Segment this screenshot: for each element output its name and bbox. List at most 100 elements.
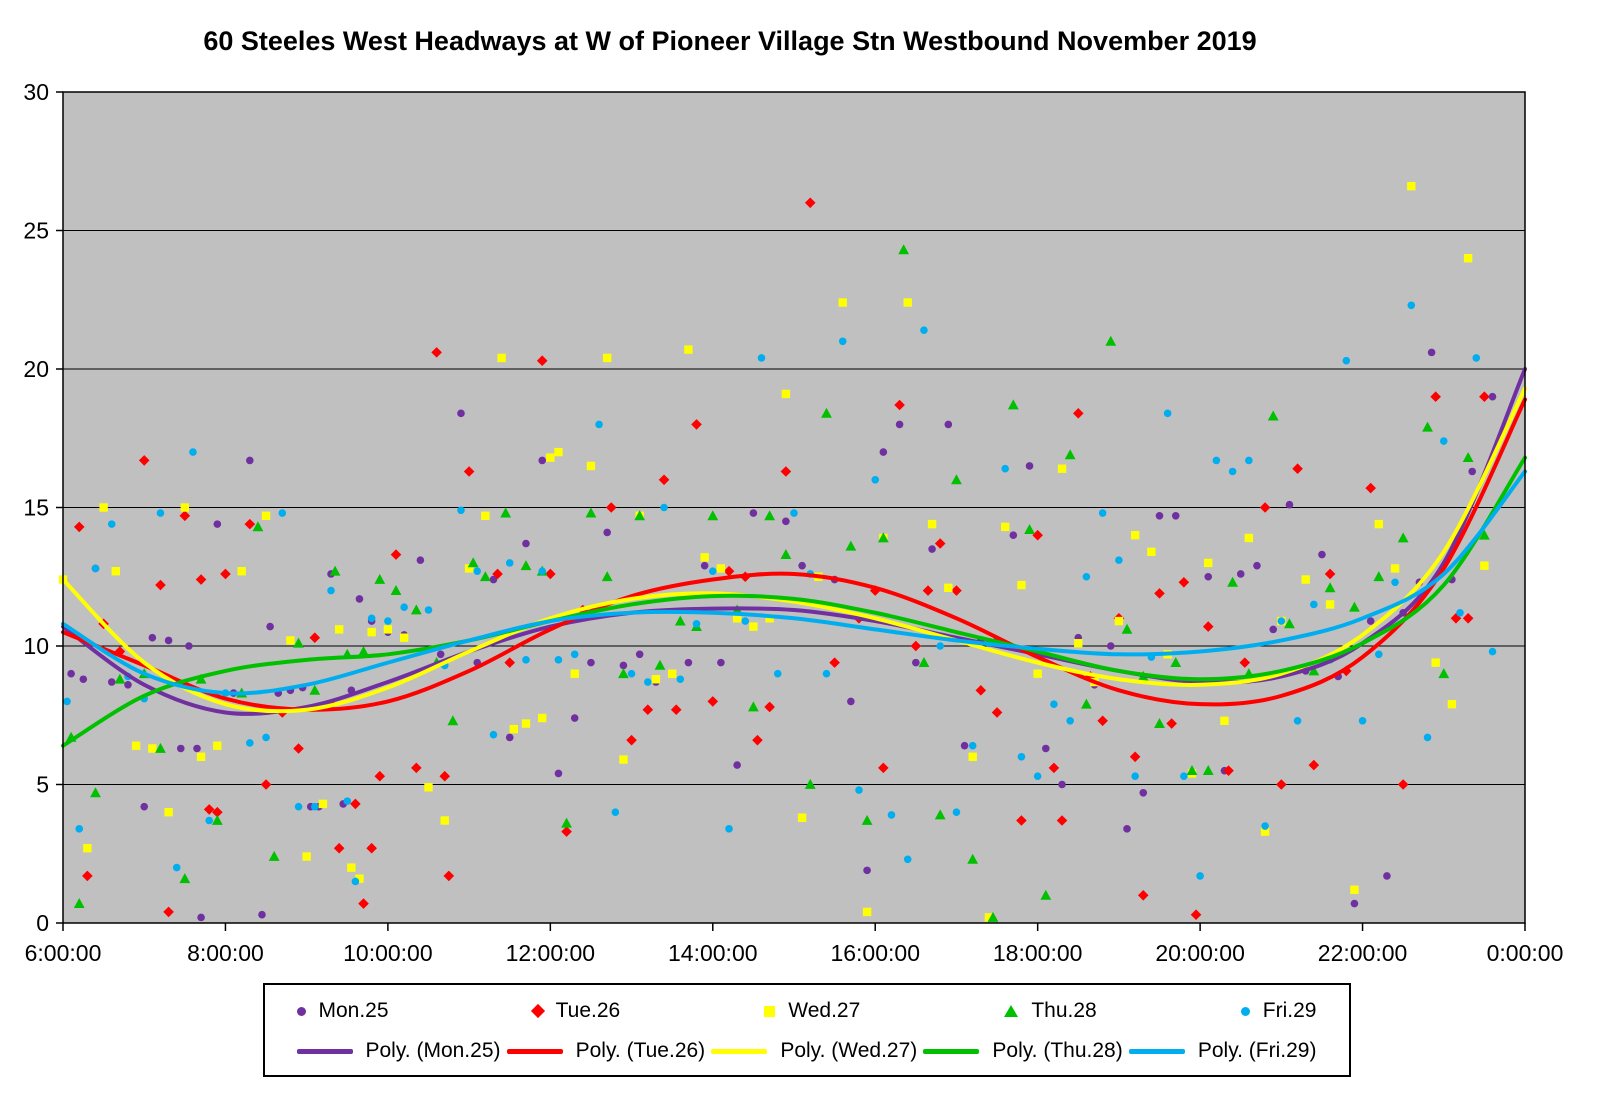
scatter-point — [782, 517, 790, 526]
legend-item-poly-thu28: Poly. (Thu.28) — [923, 1039, 1123, 1063]
scatter-point — [1204, 558, 1213, 568]
scatter-point — [894, 399, 905, 411]
scatter-point — [1456, 608, 1464, 617]
scatter-point — [546, 453, 555, 462]
scatter-point — [73, 898, 85, 909]
scatter-point — [1374, 519, 1383, 529]
scatter-point — [1438, 668, 1450, 679]
scatter-point — [309, 632, 321, 643]
scatter-point — [1375, 650, 1383, 659]
scatter-point — [716, 564, 726, 573]
scatter-point — [1220, 716, 1229, 725]
thu28-marker-icon — [1004, 1005, 1019, 1017]
scatter-point — [752, 734, 763, 746]
scatter-point — [266, 622, 274, 631]
scatter-point — [1001, 464, 1009, 473]
scatter-point — [67, 669, 75, 678]
scatter-point — [1115, 556, 1123, 564]
scatter-point — [1074, 639, 1083, 648]
scatter-point — [626, 734, 637, 746]
scatter-point — [355, 595, 364, 603]
scatter-point — [1397, 532, 1409, 543]
scatter-point — [196, 752, 206, 761]
scatter-point — [554, 656, 563, 664]
scatter-point — [172, 863, 181, 872]
scatter-point — [1431, 658, 1440, 667]
scatter-point — [1310, 600, 1318, 609]
scatter-point — [877, 532, 889, 543]
scatter-point — [570, 650, 579, 659]
scatter-point — [587, 658, 595, 667]
scatter-point — [1098, 509, 1107, 517]
scatter-point — [554, 447, 563, 457]
scatter-point — [1259, 502, 1271, 513]
series-points-fri29 — [63, 301, 1497, 886]
scatter-point — [1269, 625, 1278, 634]
scatter-point — [829, 657, 840, 668]
scatter-point — [1024, 524, 1035, 535]
series-points-wed27 — [58, 181, 1489, 922]
scatter-point — [1397, 779, 1409, 790]
scatter-point — [424, 606, 433, 614]
scatter-point — [261, 511, 271, 521]
scatter-point — [99, 503, 108, 512]
scatter-point — [670, 704, 682, 716]
scatter-point — [781, 389, 791, 399]
scatter-point — [1180, 772, 1188, 780]
scatter-point — [73, 521, 85, 533]
scatter-point — [244, 518, 256, 530]
scatter-point — [898, 244, 910, 255]
scatter-point — [1245, 456, 1253, 465]
scatter-point — [1041, 744, 1050, 753]
scatter-point — [1057, 464, 1067, 473]
scatter-point — [790, 509, 798, 517]
scatter-point — [1082, 572, 1091, 581]
scatter-point — [505, 733, 514, 742]
scatter-point — [521, 719, 531, 728]
y-axis-label: 0 — [36, 910, 49, 936]
scatter-point — [1479, 391, 1490, 402]
scatter-point — [447, 715, 459, 726]
scatter-point — [355, 874, 364, 883]
scatter-point — [131, 741, 141, 750]
scatter-point — [871, 476, 880, 484]
scatter-point — [1488, 647, 1497, 656]
legend-item-mon25: Mon.25 — [296, 999, 389, 1023]
legend-item-fri29: Fri.29 — [1240, 999, 1316, 1023]
scatter-point — [676, 675, 685, 684]
legend-item-tue26: Tue.26 — [530, 999, 620, 1023]
trendline-poly-fri-29- — [61, 469, 1527, 696]
scatter-point — [895, 420, 904, 429]
legend-label-thu28: Thu.28 — [1031, 999, 1097, 1022]
scatter-point — [619, 661, 628, 670]
scatter-point — [509, 724, 518, 734]
scatter-point — [374, 573, 386, 584]
scatter-point — [399, 633, 409, 642]
scatter-point — [1147, 547, 1156, 557]
scatter-point — [1318, 550, 1326, 559]
scatter-point — [922, 585, 934, 596]
scatter-point — [260, 779, 272, 790]
scatter-point — [1040, 889, 1052, 900]
scatter-point — [258, 910, 266, 919]
scatter-point — [1081, 698, 1092, 709]
legend-label-wed27: Wed.27 — [788, 999, 861, 1022]
scatter-point — [538, 567, 547, 576]
scatter-point — [185, 642, 193, 650]
scatter-point — [1462, 452, 1474, 463]
scatter-point — [545, 568, 556, 580]
scatter-point — [140, 802, 149, 811]
scatter-point — [1154, 588, 1165, 599]
scatter-point — [1155, 512, 1164, 520]
scatter-point — [1422, 421, 1433, 432]
scatter-point — [358, 645, 369, 656]
scatter-point — [347, 863, 356, 872]
scatter-point — [1223, 765, 1234, 776]
scatter-point — [732, 614, 742, 623]
scatter-point — [627, 669, 636, 678]
scatter-point — [1166, 718, 1177, 729]
scatter-point — [538, 713, 547, 723]
scatter-point — [780, 548, 792, 559]
scatter-point — [504, 657, 516, 668]
scatter-point — [318, 799, 328, 809]
